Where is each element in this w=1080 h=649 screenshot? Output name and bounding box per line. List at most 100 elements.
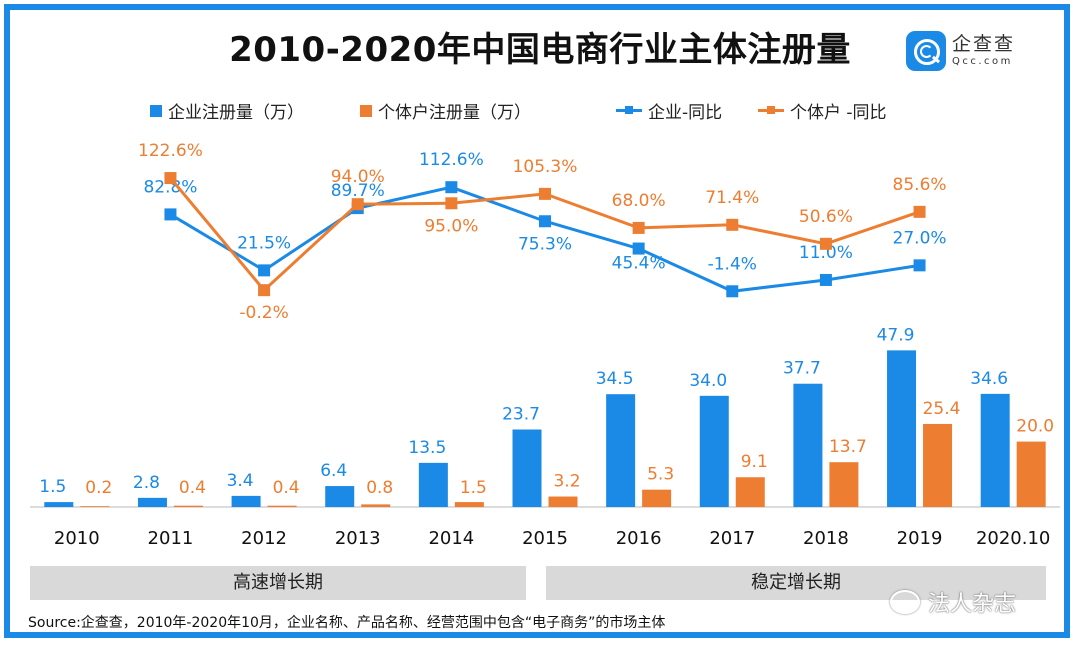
enterprise-yoy-marker: [726, 285, 739, 298]
bar-label-individual: 3.2: [553, 472, 580, 492]
chart-title: 2010-2020年中国电商行业主体注册量: [229, 30, 851, 70]
bar-enterprise: [887, 350, 917, 507]
individual-yoy-marker: [351, 198, 364, 211]
period-label-high-growth: 高速增长期: [30, 566, 526, 600]
x-tick-label: 2019: [897, 528, 943, 549]
bar-label-enterprise: 34.6: [970, 369, 1008, 389]
enterprise-yoy-data-label: 45.4%: [612, 254, 666, 274]
x-tick-label: 2011: [148, 528, 194, 549]
bar-individual: [361, 504, 391, 507]
bar-individual: [454, 502, 484, 507]
watermark-text: 法人杂志: [928, 592, 1017, 617]
bar-individual: [829, 462, 859, 507]
bar-label-individual: 0.4: [273, 478, 300, 498]
bar-label-enterprise: 47.9: [877, 325, 915, 345]
individual-yoy-marker: [726, 218, 739, 231]
x-tick-label: 2020.10: [976, 528, 1050, 549]
bar-label-individual: 13.7: [829, 437, 867, 457]
enterprise-yoy-marker: [164, 208, 177, 221]
bar-enterprise: [793, 383, 823, 507]
watermark: 法人杂志: [890, 586, 1016, 618]
bar-label-enterprise: 34.5: [596, 369, 634, 389]
enterprise-yoy-data-label: 75.3%: [518, 234, 572, 254]
legend-item-enterprise-line: 企业-同比: [616, 98, 722, 123]
individual-yoy-data-label: 105.3%: [513, 157, 578, 177]
logo-name-en: Qcc.com: [952, 56, 1013, 67]
x-tick-label: 2012: [241, 528, 287, 549]
bar-individual: [267, 505, 297, 507]
bar-label-individual: 0.2: [85, 478, 112, 498]
enterprise-yoy-data-label: -1.4%: [708, 254, 757, 274]
x-tick-label: 2018: [803, 528, 849, 549]
enterprise-yoy-marker: [445, 181, 458, 194]
bar-label-enterprise: 2.8: [133, 473, 160, 493]
enterprise-yoy-data-label: 11.0%: [799, 243, 853, 263]
wechat-icon: [890, 590, 920, 614]
legend-item-individual-line: 个体户 -同比: [758, 98, 887, 123]
bar-individual: [735, 477, 765, 507]
enterprise-yoy-marker: [913, 259, 926, 272]
individual-yoy-data-label: 95.0%: [424, 216, 478, 236]
logo-name-cn: 企查查: [952, 33, 1016, 55]
bar-label-enterprise: 23.7: [502, 405, 540, 425]
legend-swatch-icon: [150, 104, 162, 117]
bar-label-individual: 0.8: [366, 478, 393, 498]
bar-label-enterprise: 6.4: [320, 461, 347, 481]
individual-yoy-marker: [539, 187, 551, 200]
individual-yoy-data-label: 71.4%: [705, 188, 759, 208]
individual-yoy-data-label: -0.2%: [239, 303, 288, 323]
legend-line-marker-icon: [758, 106, 784, 114]
individual-yoy-data-label: 68.0%: [612, 191, 666, 211]
individual-yoy-data-label: 85.6%: [893, 175, 947, 195]
individual-yoy-marker: [819, 237, 832, 250]
bar-individual: [548, 496, 578, 507]
enterprise-yoy-marker: [819, 273, 832, 286]
individual-yoy-marker: [632, 221, 645, 234]
individual-yoy-data-label: 122.6%: [138, 141, 203, 161]
legend-label: 个体户注册量（万）: [378, 103, 531, 123]
legend-item-individual-bar: 个体户注册量（万）: [360, 98, 531, 123]
legend-label: 个体户 -同比: [790, 103, 887, 123]
x-tick-label: 2015: [522, 528, 568, 549]
bar-label-enterprise: 13.5: [408, 438, 446, 458]
enterprise-yoy-data-label: 27.0%: [893, 228, 947, 248]
bar-enterprise: [512, 429, 542, 507]
enterprise-yoy-marker: [632, 242, 645, 255]
bar-label-enterprise: 34.0: [689, 371, 727, 391]
period-label-stable-growth: 稳定增长期: [546, 566, 1046, 600]
qcc-logo-icon: [906, 31, 946, 71]
bar-individual: [1016, 441, 1046, 507]
enterprise-yoy-data-label: 112.6%: [419, 150, 484, 170]
bar-enterprise: [606, 394, 636, 507]
bar-enterprise: [231, 495, 261, 507]
bar-label-individual: 5.3: [647, 465, 674, 485]
legend-label: 企业-同比: [648, 103, 723, 123]
chart-legend: 企业注册量（万） 个体户注册量（万） 企业-同比 个体户 -同比: [0, 98, 1080, 123]
bar-label-enterprise: 37.7: [783, 359, 821, 379]
x-tick-label: 2016: [616, 528, 662, 549]
enterprise-yoy-data-label: 21.5%: [237, 233, 291, 253]
bar-label-individual: 9.1: [741, 452, 768, 472]
individual-yoy-marker: [164, 172, 177, 185]
individual-yoy-marker: [258, 284, 271, 297]
legend-item-enterprise-bar: 企业注册量（万）: [150, 98, 304, 123]
bar-enterprise: [44, 502, 74, 507]
individual-yoy-data-label: 50.6%: [799, 207, 853, 227]
source-note: Source:企查查，2010年-2020年10月，企业名称、产品名称、经营范围…: [28, 615, 666, 631]
x-tick-label: 2010: [54, 528, 100, 549]
bar-label-individual: 25.4: [923, 399, 961, 419]
bar-enterprise: [325, 486, 355, 507]
enterprise-yoy-marker: [539, 215, 551, 228]
bar-enterprise: [137, 497, 167, 507]
bar-individual: [80, 506, 110, 507]
chart-frame: [4, 4, 1070, 638]
bar-individual: [923, 423, 953, 507]
x-tick-label: 2014: [428, 528, 474, 549]
bar-label-individual: 20.0: [1016, 417, 1054, 437]
bar-label-individual: 0.4: [179, 478, 206, 498]
bar-enterprise: [980, 393, 1010, 507]
legend-swatch-icon: [360, 104, 372, 117]
x-tick-label: 2013: [335, 528, 381, 549]
individual-yoy-data-label: 94.0%: [331, 167, 385, 187]
